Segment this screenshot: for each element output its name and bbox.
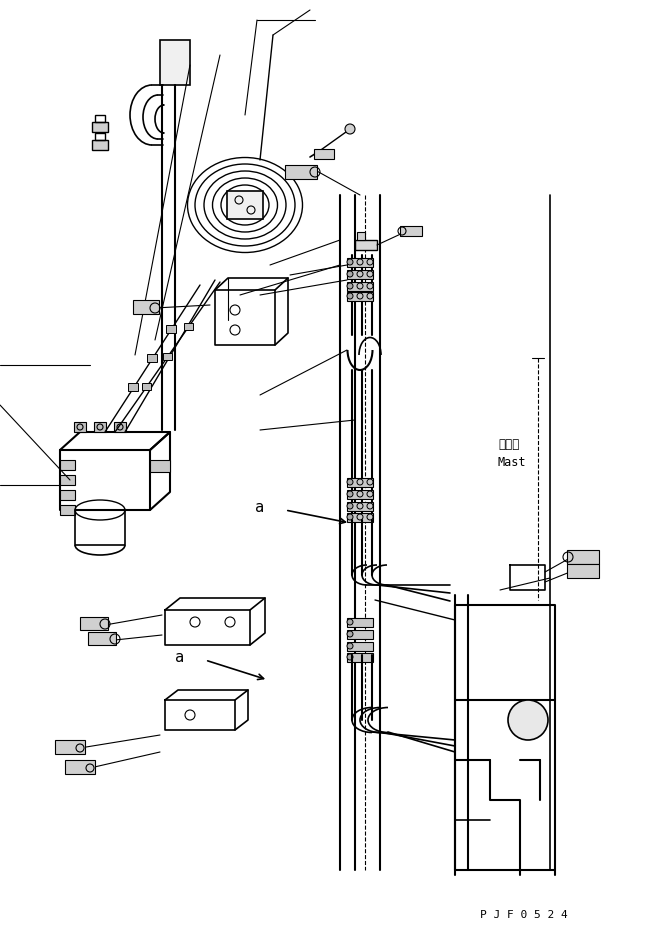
Bar [314,149,334,159]
Circle shape [508,700,548,740]
Bar [347,292,373,301]
Bar [355,240,377,250]
Bar [133,300,159,314]
Circle shape [347,293,353,299]
Bar [150,460,170,472]
Bar [347,653,373,662]
Bar [74,422,86,432]
Circle shape [347,271,353,277]
Bar [347,270,373,279]
Bar [347,502,373,511]
Bar [95,133,105,140]
Bar [227,191,263,219]
Bar [347,618,373,627]
Bar [55,740,85,754]
Bar [347,513,373,522]
Bar [60,475,75,485]
Bar [347,630,373,639]
Bar [347,490,373,499]
Bar [60,460,75,470]
Bar [347,642,373,651]
Circle shape [345,124,355,134]
Bar [128,383,138,391]
Text: a: a [175,650,184,665]
Circle shape [347,631,353,637]
Circle shape [347,491,353,497]
Bar [357,232,365,240]
Bar [114,422,126,432]
Bar [60,490,75,500]
Circle shape [347,283,353,289]
Bar [567,550,599,564]
Bar [147,354,157,362]
Bar [60,505,75,515]
Bar [400,226,422,236]
Bar [88,632,116,645]
Bar [347,282,373,291]
Bar [347,258,373,267]
Bar [160,40,190,85]
Text: a: a [255,500,264,515]
Circle shape [347,259,353,265]
Bar [567,564,599,578]
Bar [94,422,106,432]
Bar [142,383,151,390]
Bar [92,140,108,150]
Bar [65,760,95,774]
Bar [92,122,108,132]
Bar [163,353,172,360]
Bar [80,617,108,630]
Circle shape [347,479,353,485]
Bar [285,165,317,179]
Bar [95,115,105,122]
Text: Mast: Mast [498,455,527,468]
Bar [184,323,193,330]
Text: P J F 0 5 2 4: P J F 0 5 2 4 [480,910,568,920]
Bar [347,478,373,487]
Circle shape [347,514,353,520]
Text: マスト: マスト [498,439,519,452]
Bar [166,325,176,333]
Circle shape [347,643,353,649]
Circle shape [347,503,353,509]
Circle shape [347,619,353,625]
Circle shape [347,654,353,660]
